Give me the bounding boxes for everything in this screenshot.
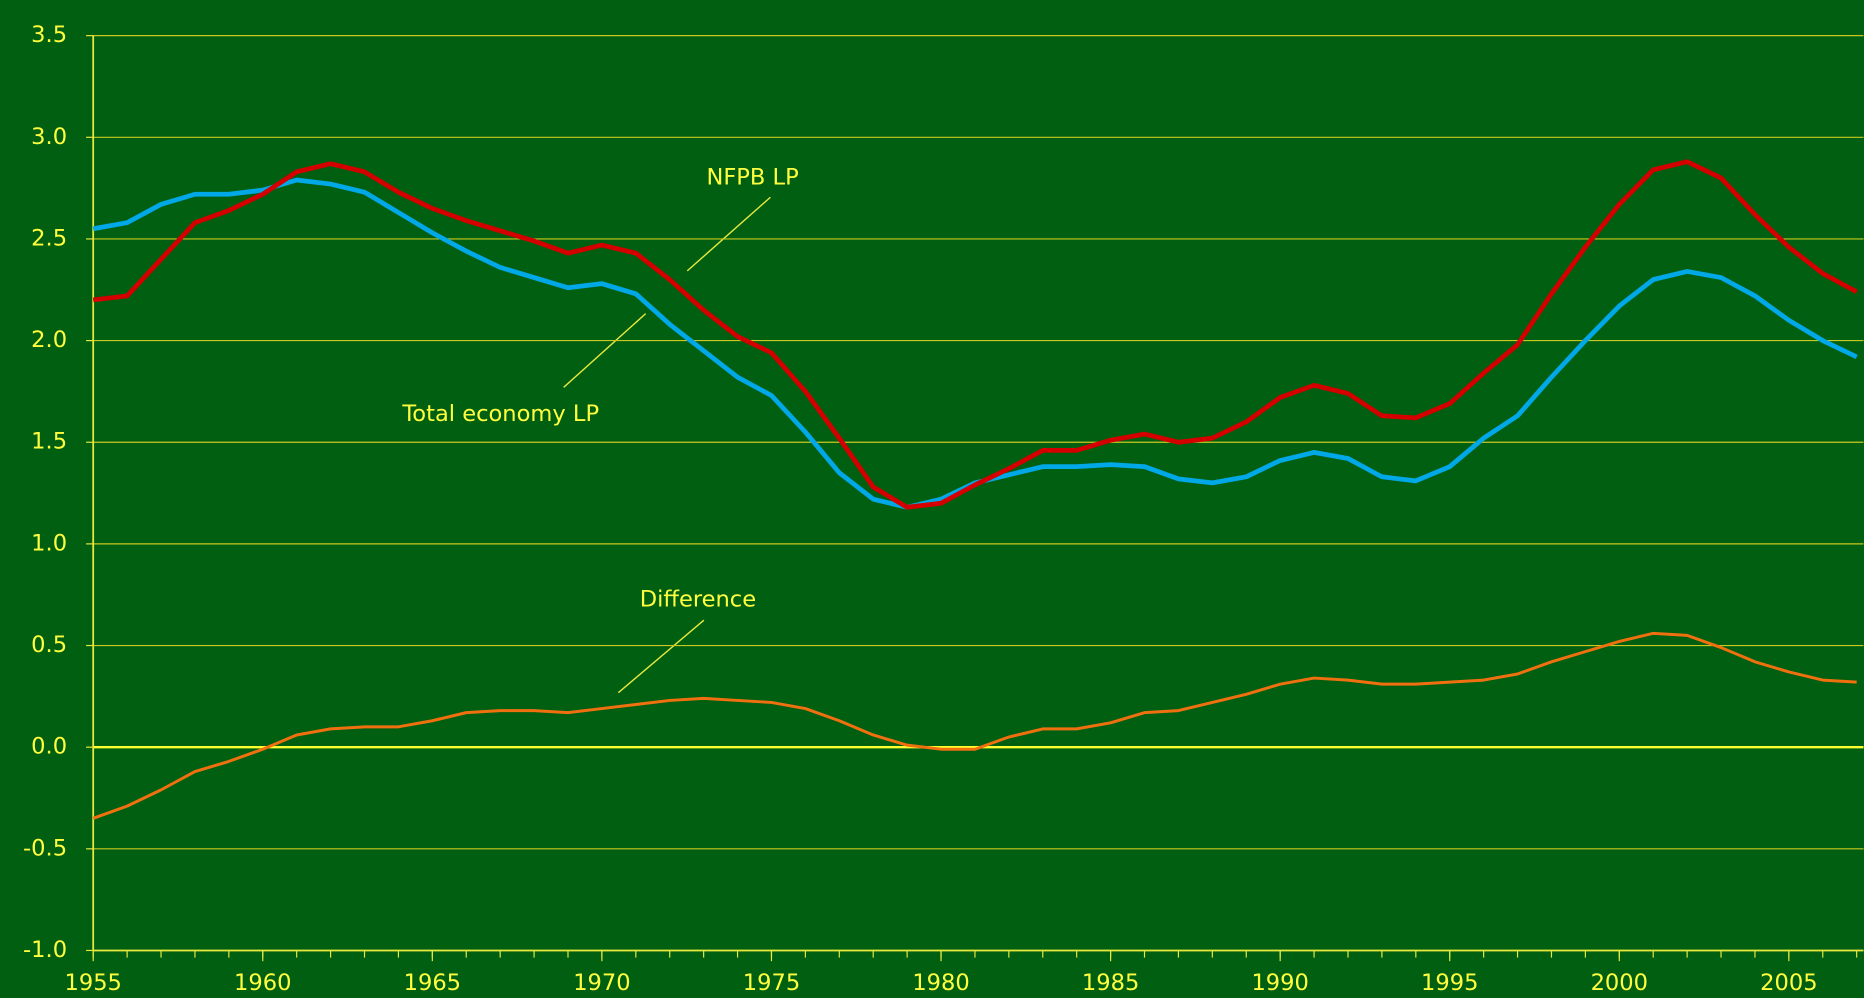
leader-line: [686, 196, 771, 272]
line-series: [92, 159, 1858, 510]
x-tick-label: 1975: [743, 970, 800, 996]
x-tick-label: 1995: [1421, 970, 1478, 996]
annotation: Difference: [640, 586, 756, 612]
x-tick-label: 2000: [1591, 970, 1648, 996]
x-tick-label: 1965: [404, 970, 461, 996]
y-tick-label: 2.0: [31, 327, 67, 353]
annotation: NFPB LP: [706, 165, 798, 191]
x-tick-label: 1960: [234, 970, 291, 996]
y-tick-label: 0.0: [31, 734, 67, 760]
y-tick-label: 0.5: [31, 632, 67, 658]
x-tick-label: 1985: [1082, 970, 1139, 996]
x-tick-label: 1955: [64, 970, 121, 996]
leader-line: [617, 619, 705, 694]
x-tick-label: 1980: [912, 970, 969, 996]
leader-line: [563, 313, 647, 388]
y-tick-label: 1.0: [31, 530, 67, 556]
y-tick-label: -0.5: [23, 835, 67, 861]
annotation: Total economy LP: [401, 401, 599, 427]
line-series: [92, 631, 1857, 820]
x-tick-label: 1970: [573, 970, 630, 996]
x-tick-label: 2005: [1760, 970, 1817, 996]
y-tick-label: -1.0: [23, 937, 67, 963]
y-tick-label: 3.0: [31, 124, 67, 150]
y-tick-label: 3.5: [31, 22, 67, 48]
y-tick-label: 1.5: [31, 429, 67, 455]
y-tick-label: 2.5: [31, 225, 67, 251]
x-tick-label: 1990: [1251, 970, 1308, 996]
